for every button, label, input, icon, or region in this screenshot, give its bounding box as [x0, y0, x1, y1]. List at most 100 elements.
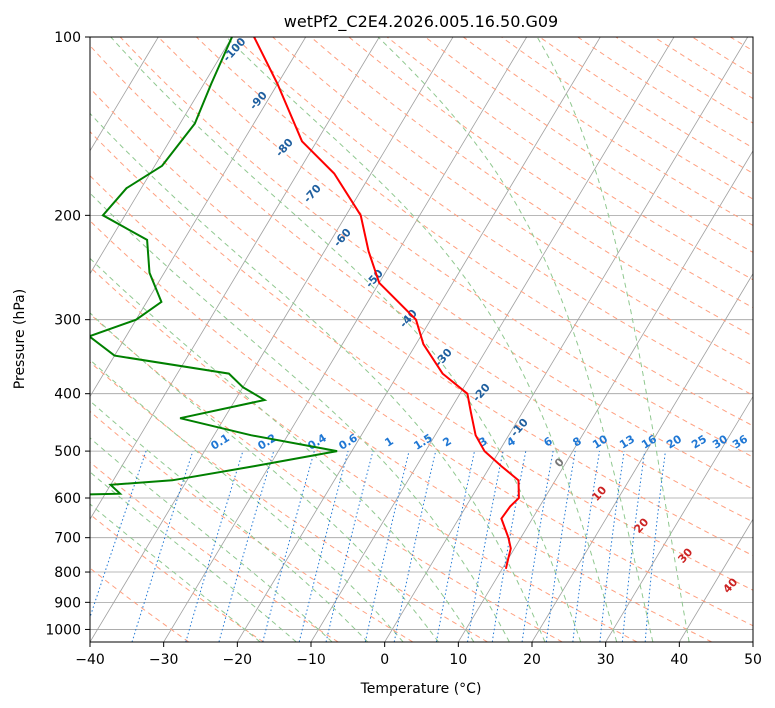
mixing-ratio-label: 0.1 — [208, 431, 231, 452]
x-tick-label: −20 — [223, 652, 253, 668]
temperature-line — [253, 37, 520, 570]
chart-title: wetPf2_C2E4.2026.005.16.50.G09 — [284, 12, 558, 32]
mixing-ratio-line — [545, 451, 576, 642]
dry-adiabat-line — [424, 37, 753, 253]
dry-adiabat-label: -100 — [220, 35, 248, 64]
y-tick-label: 900 — [54, 595, 81, 611]
dry-adiabat-label: -30 — [432, 346, 455, 370]
mixing-ratio-line — [218, 450, 275, 642]
dry-adiabat-line — [90, 513, 264, 642]
mixing-ratio-line — [621, 451, 646, 642]
dry-adiabat-line — [539, 37, 753, 174]
dry-adiabat-line — [272, 37, 753, 367]
isotherm-line — [90, 37, 454, 642]
moist-adiabat-line — [90, 400, 369, 642]
x-tick-label: 30 — [597, 652, 615, 668]
y-tick-label: 700 — [54, 531, 81, 547]
moist-adiabat-line — [90, 437, 333, 642]
x-tick-label: 40 — [670, 652, 688, 668]
moist-adiabat-line — [536, 37, 690, 642]
x-tick-label: 0 — [380, 652, 389, 668]
y-tick-label: 600 — [54, 491, 81, 507]
y-tick-label: 200 — [54, 208, 81, 224]
dry-adiabat-line — [653, 37, 753, 100]
isotherm-line — [384, 37, 749, 642]
profile-series — [90, 37, 520, 570]
y-tick-label: 100 — [54, 30, 81, 46]
mixing-ratio-line — [298, 450, 349, 642]
mixing-ratio-line — [185, 450, 244, 642]
moist-adiabat-line — [90, 192, 510, 642]
y-axis: 100 200 300 400 500 600 700 800 900 1000 — [45, 30, 90, 638]
moist-adiabat-line — [377, 37, 654, 642]
x-axis: −40 −30 −20 −10 0 10 20 30 40 50 — [75, 642, 762, 668]
y-axis-label: Pressure (hPa) — [12, 289, 28, 389]
dry-adiabat-line — [157, 37, 753, 458]
dry-adiabat-line — [90, 87, 753, 557]
isotherm-line — [752, 641, 753, 642]
mixing-ratio-label: 2 — [440, 434, 453, 449]
moist-adiabat-line — [90, 471, 297, 642]
dry-adiabat-label: 30 — [675, 545, 695, 565]
moist-adiabat-line — [90, 112, 546, 642]
dry-adiabat-label: 0 — [552, 455, 567, 470]
dry-adiabat-label: -90 — [247, 89, 270, 113]
mixing-ratio-line — [521, 451, 554, 642]
plot-frame — [89, 36, 754, 643]
dry-adiabat-line — [386, 37, 753, 281]
moist-adiabat-line — [90, 503, 261, 642]
y-tick-label: 800 — [54, 565, 81, 581]
isotherm-line — [90, 37, 380, 520]
mixing-ratio-label: 1.5 — [411, 431, 434, 452]
y-tick-label: 1000 — [45, 622, 81, 638]
moist-adiabat-line — [110, 37, 582, 642]
x-tick-label: −30 — [149, 652, 179, 668]
y-tick-label: 500 — [54, 444, 81, 460]
isotherm-line — [163, 37, 528, 642]
mixing-ratio-line — [262, 450, 315, 642]
dry-adiabat-line — [234, 37, 753, 396]
dry-adiabat-line — [90, 266, 638, 642]
dry-adiabat-label: 40 — [720, 575, 740, 595]
x-tick-label: 50 — [744, 652, 762, 668]
dry-adiabat-line — [90, 175, 753, 627]
dry-adiabat-line — [90, 410, 414, 642]
moist-adiabat-line — [90, 312, 439, 642]
dry-adiabat-label: -40 — [397, 307, 420, 331]
mixing-ratio-label: 0.6 — [336, 431, 360, 453]
mixing-ratio-label: 1 — [382, 434, 395, 449]
y-tick-label: 400 — [54, 387, 81, 403]
mixing-ratio-label: 13 — [617, 432, 637, 451]
x-tick-label: −10 — [296, 652, 326, 668]
isotherm-line — [236, 37, 601, 642]
dry-adiabat-line — [90, 220, 712, 642]
mixing-ratio-line — [572, 451, 600, 642]
mixing-ratio-label: 36 — [730, 432, 750, 451]
mixing-ratio-label: 10 — [590, 432, 610, 451]
isotherm-line — [457, 150, 753, 642]
x-tick-label: −40 — [75, 652, 105, 668]
dry-adiabat-label: 10 — [589, 483, 609, 503]
mixing-ratio-line — [599, 451, 625, 642]
dry-adiabat-label: -20 — [470, 381, 493, 405]
dry-adiabat-label: 20 — [631, 515, 651, 535]
dry-adiabat-label: -80 — [273, 136, 296, 160]
mixing-ratio-label: 30 — [710, 432, 730, 451]
background-lines — [0, 37, 753, 642]
mixing-ratio-line — [644, 451, 666, 642]
isotherm-line — [90, 37, 233, 275]
mixing-ratio-line — [325, 450, 374, 642]
mixing-ratio-line — [393, 450, 437, 642]
isotherm-line — [0, 37, 11, 642]
isotherm-line — [531, 272, 753, 642]
moist-adiabat-line — [90, 359, 404, 642]
dewpoint-line — [90, 37, 338, 496]
mixing-ratio-label: 0.2 — [255, 431, 278, 452]
mixing-ratio-label: 25 — [689, 432, 709, 451]
x-tick-label: 20 — [523, 652, 541, 668]
y-tick-label: 300 — [54, 313, 81, 329]
dry-adiabat-line — [90, 361, 488, 642]
isotherm-line — [678, 518, 753, 642]
dry-adiabat-line — [90, 44, 753, 523]
mixing-ratio-line — [364, 450, 410, 642]
